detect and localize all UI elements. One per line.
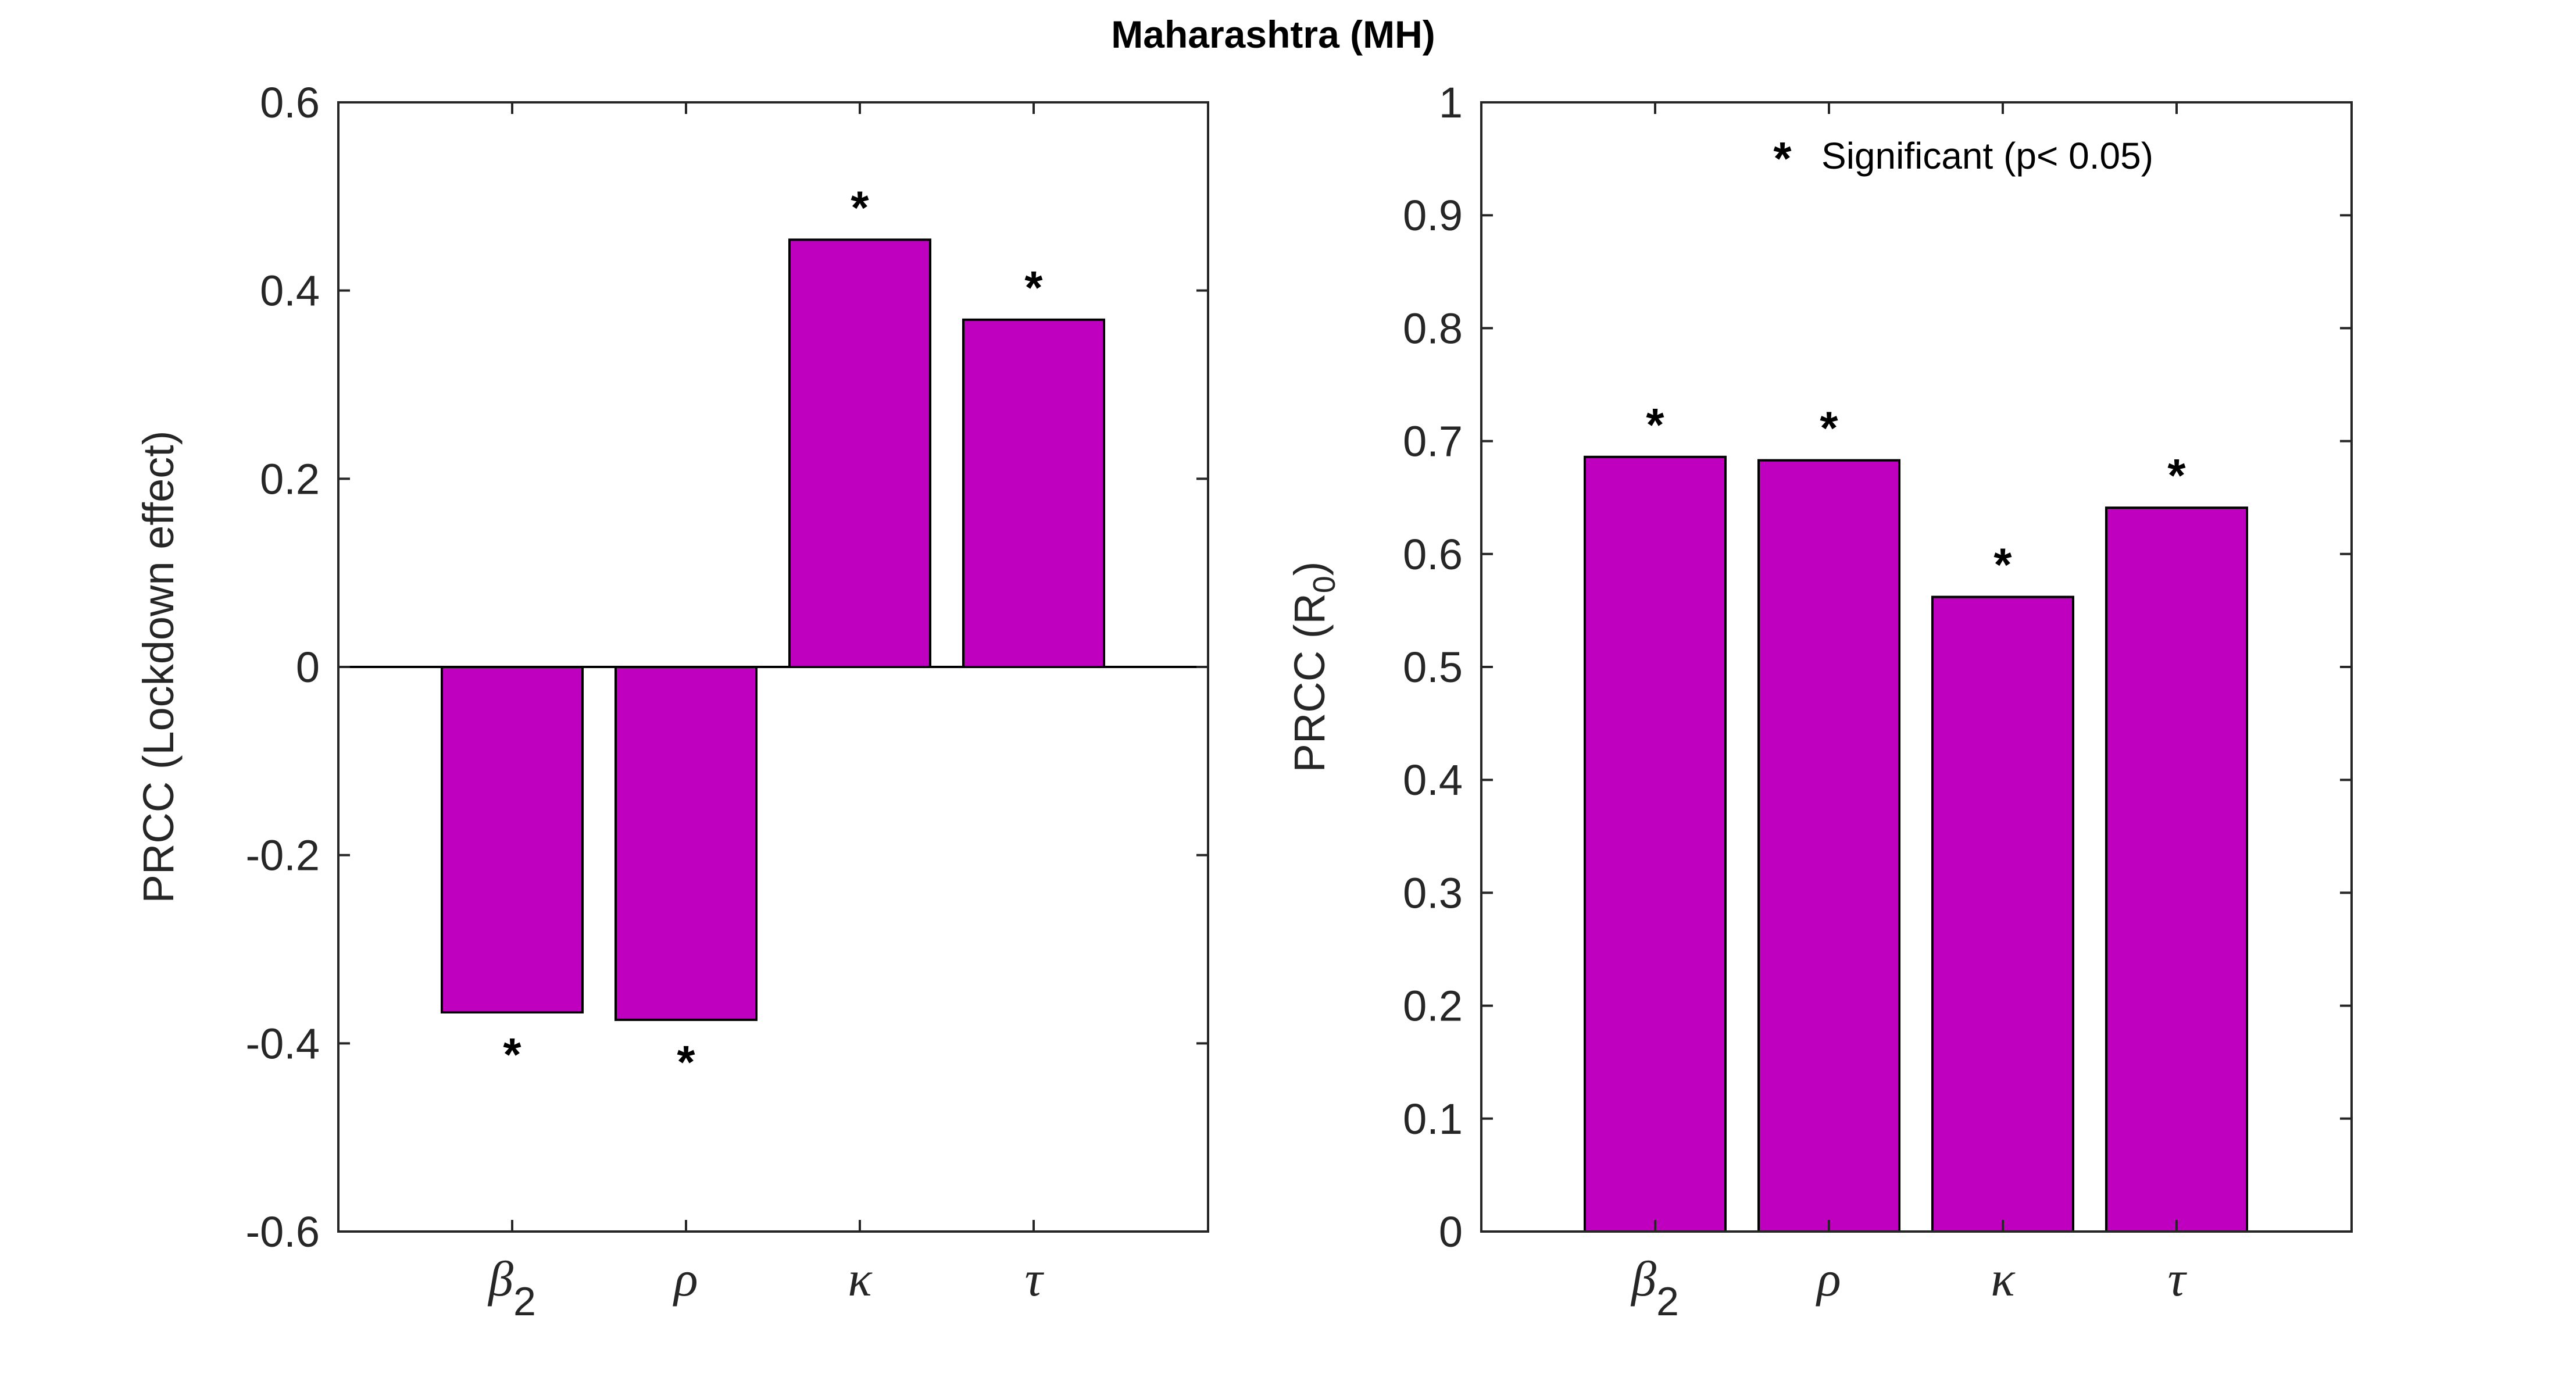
left-chart-prcc-lockdown: * * * * -0.6 -0.4 -0.2 0 0.2 0.4 0.6 β2 ρ κ τ PRCC (Loc… <box>134 78 1209 1324</box>
legend-marker: * <box>1773 133 1792 184</box>
y-tick-label-3: 0.3 <box>1403 869 1463 917</box>
x-category-label-2: κ <box>848 1251 873 1307</box>
x-category-label-3: τ <box>2168 1251 2188 1307</box>
legend: * Significant (p< 0.05) <box>1773 133 2153 184</box>
y-tick-label-7: 0.7 <box>1403 417 1463 466</box>
y-axis-label: PRCC (R0) <box>1285 561 1342 772</box>
significance-marker-1: * <box>1820 402 1838 454</box>
x-category-label-0: β2 <box>487 1251 536 1324</box>
y-tick-label-5: 0.5 <box>1403 643 1463 691</box>
bar-1 <box>1757 459 1900 1233</box>
y-tick-label-2: -0.2 <box>245 831 320 880</box>
y-tick-label-1: -0.4 <box>245 1019 320 1068</box>
y-tick-label-9: 0.9 <box>1403 191 1463 240</box>
significance-marker-3: * <box>1024 262 1043 313</box>
bar-0 <box>441 666 584 1013</box>
y-axis-label: PRCC (Lockdown effect) <box>134 431 183 904</box>
bar-3 <box>962 318 1105 668</box>
figure-title: Maharashtra (MH) <box>1111 13 1435 56</box>
y-tick-label-1: 0.1 <box>1403 1095 1463 1143</box>
y-tick-label-8: 0.8 <box>1403 304 1463 352</box>
significance-marker-2: * <box>851 181 869 233</box>
bar-2 <box>1931 595 2074 1233</box>
x-category-label-1: ρ <box>1815 1251 1841 1307</box>
y-tick-label-6: 0.6 <box>260 78 320 127</box>
right-chart-prcc-r0: * * * * 0 0.1 0.2 0.3 0.4 0.5 0.6 0.7 0.8 0.9 1 β2 ρ κ τ PR… <box>1285 78 2353 1324</box>
x-category-label-2: κ <box>1991 1251 2016 1307</box>
significance-marker-3: * <box>2167 449 2186 501</box>
bar-3 <box>2105 506 2248 1233</box>
y-tick-label-5: 0.4 <box>260 267 320 315</box>
significance-marker-2: * <box>1993 539 2012 591</box>
y-tick-label-0: 0 <box>1439 1208 1463 1256</box>
legend-label: Significant (p< 0.05) <box>1821 135 2153 177</box>
y-tick-label-0: -0.6 <box>245 1208 320 1256</box>
bar-1 <box>614 666 758 1021</box>
y-tick-label-10: 1 <box>1439 78 1463 127</box>
x-category-label-1: ρ <box>672 1251 698 1307</box>
y-tick-label-3: 0 <box>296 643 320 691</box>
significance-marker-0: * <box>503 1029 521 1080</box>
y-tick-label-6: 0.6 <box>1403 530 1463 579</box>
bar-0 <box>1584 455 1727 1233</box>
significance-marker-1: * <box>677 1036 695 1088</box>
x-category-label-3: τ <box>1025 1251 1045 1307</box>
y-tick-label-4: 0.2 <box>260 455 320 503</box>
significance-marker-0: * <box>1646 399 1664 451</box>
y-tick-label-4: 0.4 <box>1403 756 1463 804</box>
bar-2 <box>788 238 931 668</box>
x-category-label-0: β2 <box>1630 1251 1679 1324</box>
y-tick-label-2: 0.2 <box>1403 982 1463 1030</box>
